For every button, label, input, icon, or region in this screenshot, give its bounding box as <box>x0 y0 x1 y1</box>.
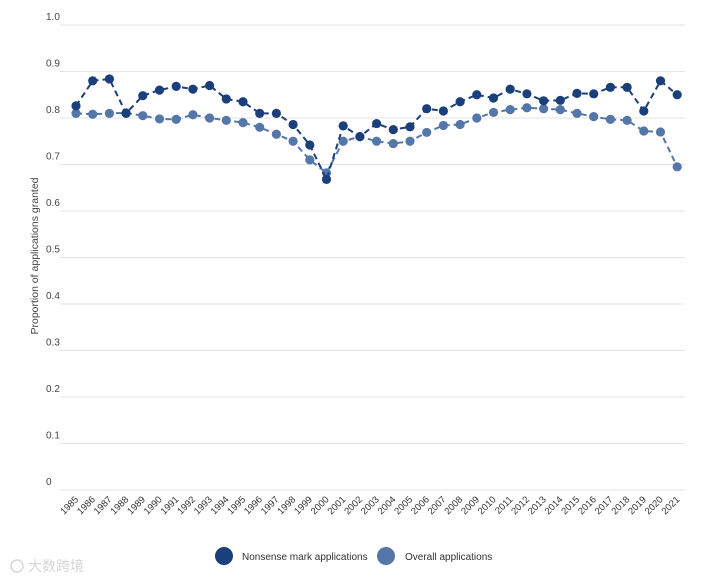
data-point <box>205 80 215 91</box>
watermark-text: 大数跨境 <box>28 558 84 574</box>
data-point <box>104 74 114 84</box>
data-point <box>555 105 565 115</box>
data-point <box>589 112 599 122</box>
data-point <box>288 136 298 146</box>
data-point <box>455 119 465 130</box>
y-tick-label: 0.3 <box>46 338 60 349</box>
data-point <box>488 93 499 103</box>
data-point <box>88 109 98 119</box>
legend-marker-nonsense <box>215 547 233 565</box>
x-tick-labels: 1985198619871988198919901991199219931994… <box>58 494 682 517</box>
y-tick-label: 0 <box>46 477 52 488</box>
legend-marker-overall <box>377 547 395 565</box>
y-tick-label: 0.7 <box>46 152 60 163</box>
data-point <box>655 127 666 137</box>
data-point <box>455 97 465 107</box>
data-point <box>338 121 348 131</box>
y-tick-label: 0.1 <box>46 431 60 442</box>
data-point <box>539 96 549 106</box>
data-point <box>305 155 315 165</box>
data-point <box>321 174 332 184</box>
y-tick-label: 0.8 <box>46 105 60 116</box>
data-point <box>372 136 382 146</box>
data-point <box>255 108 265 118</box>
data-point <box>338 136 348 146</box>
legend: Nonsense mark applications Overall appli… <box>215 547 492 565</box>
gridlines <box>60 24 685 491</box>
y-tick-label: 0.9 <box>46 59 60 70</box>
data-point <box>522 89 532 99</box>
y-tick-label: 0.6 <box>46 198 60 209</box>
data-point <box>505 84 515 94</box>
data-point <box>71 108 81 118</box>
data-point <box>555 95 565 105</box>
data-point <box>188 84 198 94</box>
data-point <box>171 81 181 91</box>
data-point <box>104 108 114 118</box>
data-point <box>605 114 616 124</box>
data-point <box>154 85 165 95</box>
data-point <box>71 101 81 111</box>
data-point <box>305 140 315 150</box>
data-point <box>238 118 248 128</box>
data-point <box>639 126 649 136</box>
legend-label-overall: Overall applications <box>405 552 492 563</box>
data-point <box>372 118 382 129</box>
data-point <box>171 114 181 124</box>
data-point <box>622 115 632 125</box>
data-point <box>488 107 499 118</box>
series-lines <box>71 74 682 184</box>
data-point <box>388 125 398 135</box>
data-point <box>405 122 415 132</box>
data-point <box>121 108 131 118</box>
data-point <box>188 110 198 120</box>
y-tick-labels: 0 0.1 0.2 0.3 0.4 0.5 0.6 0.7 0.8 0.9 1.0 <box>46 12 60 488</box>
y-tick-label: 0.4 <box>46 291 60 302</box>
data-point <box>238 97 248 107</box>
data-point <box>605 82 616 92</box>
series-nonsense <box>71 74 682 184</box>
data-point <box>154 114 165 124</box>
data-point <box>221 94 231 104</box>
y-tick-label: 1.0 <box>46 12 60 23</box>
data-point <box>288 119 298 130</box>
y-tick-label: 0.5 <box>46 245 60 256</box>
data-point <box>639 106 649 116</box>
data-point <box>255 122 265 132</box>
data-point <box>472 90 482 100</box>
data-point <box>405 136 415 146</box>
y-tick-label: 0.2 <box>46 384 60 395</box>
data-point <box>388 138 398 149</box>
data-point <box>271 108 281 118</box>
data-point <box>422 127 432 138</box>
watermark-logo-icon <box>10 559 24 573</box>
data-point <box>522 103 532 113</box>
data-point <box>271 129 281 139</box>
watermark: 大数跨境 <box>10 558 84 574</box>
legend-label-nonsense: Nonsense mark applications <box>242 552 368 563</box>
data-point <box>88 76 98 86</box>
data-point <box>539 104 549 114</box>
x-tick-label: 2021 <box>660 494 683 517</box>
data-point <box>355 132 365 142</box>
data-point <box>438 106 448 116</box>
data-point <box>138 91 148 101</box>
data-point <box>438 120 448 131</box>
data-point <box>672 90 682 100</box>
data-point <box>572 88 582 98</box>
data-point <box>572 108 582 118</box>
data-point <box>422 104 432 114</box>
data-point <box>221 115 231 125</box>
data-point <box>505 105 515 115</box>
data-point <box>472 113 482 123</box>
data-point <box>205 113 215 123</box>
y-axis-label: Proportion of applications granted <box>29 177 41 334</box>
data-point <box>138 111 148 121</box>
data-point <box>589 89 599 99</box>
data-point <box>655 76 666 86</box>
data-point <box>622 82 632 92</box>
series-overall <box>71 103 682 178</box>
data-point <box>672 162 682 172</box>
